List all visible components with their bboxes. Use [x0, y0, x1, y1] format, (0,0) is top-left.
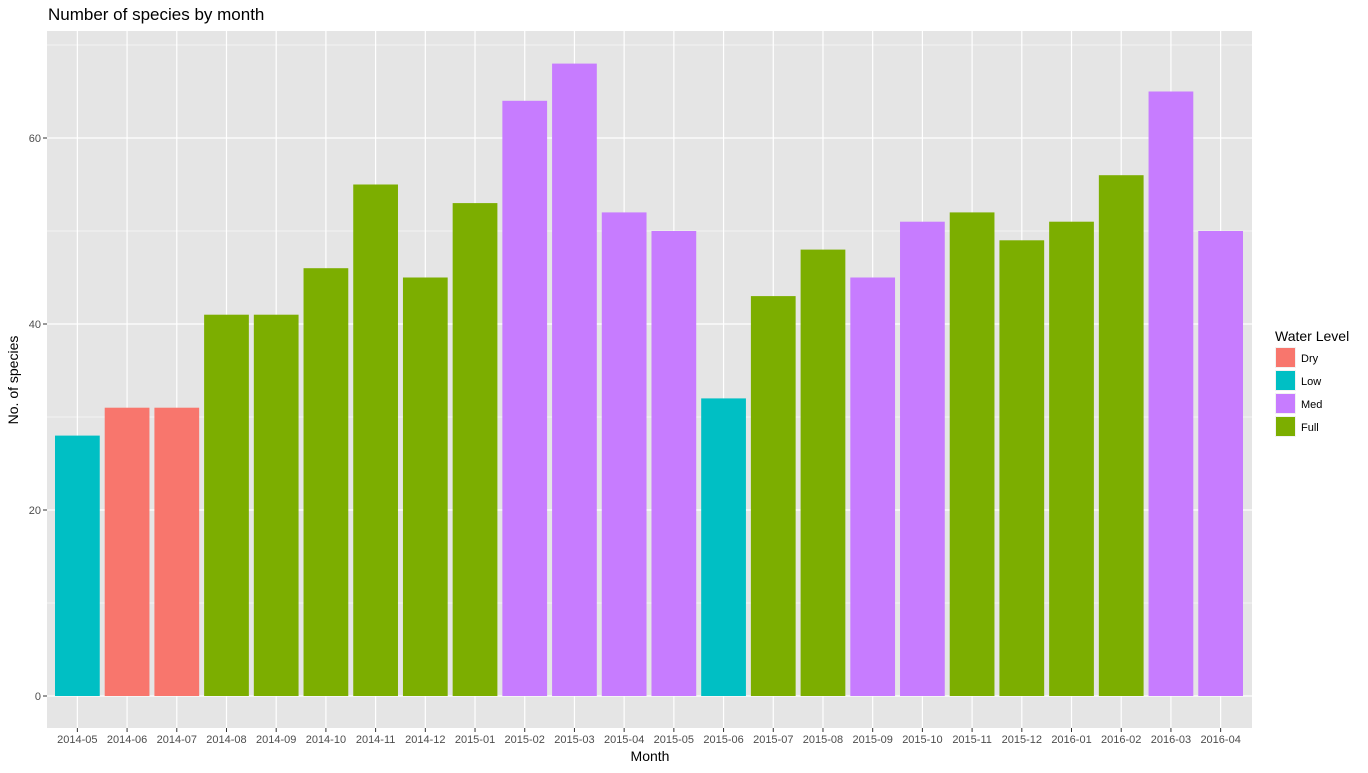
- bar-2014-07: [154, 407, 200, 696]
- bar-2015-04: [601, 212, 647, 696]
- bar-2016-04: [1198, 231, 1243, 696]
- legend-swatch-dry: [1276, 348, 1295, 367]
- bar-2014-12: [402, 277, 448, 696]
- bar-2014-11: [353, 184, 398, 696]
- bar-2015-08: [800, 249, 846, 696]
- x-tick-label: 2015-08: [803, 734, 843, 746]
- bars-layer: [55, 63, 1243, 697]
- x-tick-label: 2015-09: [852, 734, 892, 746]
- x-tick-label: 2015-02: [505, 734, 545, 746]
- x-tick-label: 2014-05: [57, 734, 97, 746]
- legend-label-full: Full: [1301, 422, 1319, 434]
- x-tick-label: 2014-10: [306, 734, 346, 746]
- bar-2015-03: [552, 63, 597, 697]
- x-tick-label: 2016-04: [1200, 734, 1240, 746]
- bar-2015-06: [701, 398, 746, 696]
- bar-2015-01: [452, 203, 498, 696]
- bar-2016-03: [1148, 91, 1194, 696]
- bar-2015-09: [850, 277, 896, 696]
- bar-2015-11: [949, 212, 995, 696]
- x-tick-label: 2015-10: [902, 734, 942, 746]
- x-tick-label: 2016-03: [1151, 734, 1191, 746]
- x-tick-label: 2014-09: [256, 734, 296, 746]
- bar-2015-07: [750, 296, 796, 696]
- x-tick-label: 2015-12: [1002, 734, 1042, 746]
- bar-2015-12: [999, 240, 1045, 697]
- x-tick-label: 2015-05: [654, 734, 694, 746]
- x-axis-title: Month: [631, 748, 670, 764]
- x-tick-label: 2014-08: [206, 734, 246, 746]
- bar-2014-05: [55, 435, 100, 696]
- legend-label-med: Med: [1301, 399, 1322, 411]
- legend-swatch-full: [1276, 417, 1295, 436]
- x-tick-label: 2015-11: [952, 734, 992, 746]
- x-tick-label: 2014-12: [405, 734, 445, 746]
- chart-title: Number of species by month: [48, 5, 264, 24]
- bar-2014-09: [253, 314, 299, 696]
- x-tick-label: 2015-03: [554, 734, 594, 746]
- x-tick-label: 2014-11: [356, 734, 396, 746]
- y-tick-label: 0: [35, 691, 41, 703]
- bar-2015-10: [900, 221, 945, 696]
- bar-2015-02: [502, 100, 548, 697]
- y-tick-label: 40: [29, 319, 41, 331]
- x-tick-label: 2014-06: [107, 734, 147, 746]
- legend-swatch-low: [1276, 371, 1295, 390]
- y-axis-title: No. of species: [5, 336, 21, 425]
- y-axis: 0 20 40 60: [29, 133, 47, 703]
- bar-2016-01: [1049, 221, 1094, 696]
- x-tick-label: 2015-07: [753, 734, 793, 746]
- bar-2014-06: [104, 407, 150, 696]
- y-tick-label: 60: [29, 133, 41, 145]
- x-tick-label: 2015-04: [604, 734, 644, 746]
- x-tick-label: 2016-01: [1051, 734, 1091, 746]
- bar-2014-08: [204, 314, 249, 696]
- legend: Water Level Dry Low Med Full: [1275, 328, 1349, 437]
- legend-swatch-med: [1276, 394, 1295, 413]
- x-axis: 2014-05 2014-06 2014-07 2014-08 2014-09 2014-…: [57, 728, 1241, 746]
- bar-2016-02: [1098, 175, 1144, 696]
- bar-2015-05: [651, 231, 697, 696]
- legend-label-low: Low: [1301, 376, 1321, 388]
- y-tick-label: 20: [29, 505, 41, 517]
- x-tick-label: 2016-02: [1101, 734, 1141, 746]
- legend-label-dry: Dry: [1301, 353, 1319, 365]
- x-tick-label: 2015-06: [703, 734, 743, 746]
- x-tick-label: 2015-01: [455, 734, 495, 746]
- x-tick-label: 2014-07: [157, 734, 197, 746]
- legend-title: Water Level: [1275, 328, 1349, 344]
- bar-2014-10: [303, 268, 349, 696]
